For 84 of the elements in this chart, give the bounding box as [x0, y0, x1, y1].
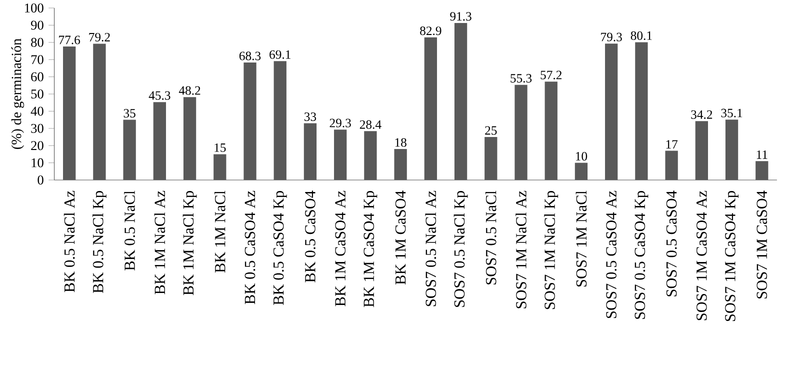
data-label: 91.3	[450, 12, 472, 21]
data-label: 15	[214, 143, 226, 152]
y-tick-label: 30	[31, 124, 44, 133]
data-label: 55.3	[510, 74, 532, 83]
data-label: 77.6	[59, 36, 80, 44]
bar	[725, 120, 738, 180]
data-label: 80.1	[630, 31, 652, 40]
y-axis-title: (%) de germinación	[11, 38, 24, 149]
data-label: 69.1	[270, 50, 290, 59]
x-tick-label: SOS7 0.5 NaCl	[485, 190, 496, 284]
data-label: 35.1	[721, 108, 742, 118]
bar	[454, 22, 468, 180]
y-tick-label: 60	[31, 72, 44, 82]
x-tick-label: BK 1M CaSO4 Az	[335, 190, 346, 306]
y-tick-label: 50	[31, 90, 44, 98]
y-tick-label: 10	[32, 158, 44, 168]
data-label: 35	[124, 109, 136, 118]
x-tick-label: SOS7 0.5 CaSO4	[666, 190, 677, 296]
data-label: 25	[485, 126, 497, 135]
data-label: 29.3	[330, 118, 351, 128]
data-label: 48.2	[178, 86, 200, 95]
bar	[364, 131, 377, 180]
y-tick-label: 100	[25, 4, 44, 12]
data-label: 79.2	[89, 32, 110, 42]
x-tick-label: SOS7 0.5 CaSO4 Kp	[634, 191, 648, 319]
y-tick-label: 40	[30, 106, 44, 116]
bar	[153, 102, 166, 180]
bar	[605, 44, 618, 180]
data-label: 28.4	[360, 120, 382, 129]
bar	[756, 161, 768, 180]
bar	[334, 130, 347, 180]
bar	[544, 82, 558, 180]
data-label: 33	[304, 112, 316, 121]
data-label: 11	[756, 150, 768, 159]
bar	[63, 46, 76, 180]
x-tick-label: SOS7 1M NaCl	[576, 190, 587, 287]
x-tick-label: BK 0.5 NaCl Az	[64, 190, 75, 292]
bar	[214, 154, 226, 180]
bar	[93, 44, 106, 180]
x-tick-label: SOS7 1M NaCl Az	[516, 190, 526, 308]
bar	[394, 149, 407, 180]
x-tick-label: BK 1M CaSO4	[395, 190, 406, 285]
data-label: 17	[666, 140, 678, 148]
data-label: 82.9	[420, 26, 442, 36]
x-tick-label: BK 0.5 NaCl Kp	[92, 191, 106, 294]
bar	[123, 120, 136, 180]
x-tick-label: BK 1M NaCl	[214, 190, 226, 273]
bar	[304, 123, 317, 180]
x-tick-label: BK 0.5 NaCl	[124, 190, 135, 270]
x-tick-label: BK 1M CaSO4 Kp	[364, 191, 378, 308]
data-label: 79.3	[601, 32, 622, 42]
y-tick-label: 20	[31, 141, 44, 150]
bar	[484, 137, 498, 180]
data-label: 18	[395, 138, 406, 147]
data-label: 57.2	[540, 70, 562, 80]
data-label: 10	[576, 152, 588, 161]
bar	[244, 62, 256, 180]
x-tick-label: BK 0.5 CaSO4 Kp	[273, 191, 287, 305]
bar	[424, 37, 437, 180]
x-tick-label: SOS7 0.5 NaCl Kp	[454, 191, 468, 307]
data-label: 45.3	[148, 91, 170, 100]
x-tick-label: SOS7 1M CaSO4 Kp	[725, 191, 738, 322]
bar	[635, 42, 648, 180]
bar	[274, 61, 286, 180]
x-tick-label: BK 1M NaCl Az	[154, 190, 166, 294]
x-tick-label: SOS7 1M NaCl Kp	[544, 191, 558, 310]
x-tick-label: SOS7 0.5 CaSO4 Az	[606, 190, 617, 318]
x-tick-label: BK 0.5 CaSO4 Az	[244, 190, 256, 304]
y-tick-label: 90	[30, 20, 44, 30]
y-tick-label: 0	[38, 176, 44, 184]
bar	[574, 162, 588, 180]
data-label: 68.3	[239, 52, 261, 60]
data-label: 34.2	[691, 110, 712, 119]
y-tick-label: 70	[31, 55, 44, 64]
x-tick-label: SOS7 1M CaSO4	[756, 190, 768, 298]
x-tick-label: SOS7 1M CaSO4 Az	[696, 190, 707, 320]
bar	[183, 97, 196, 180]
bar	[695, 121, 708, 180]
bar	[665, 150, 678, 180]
x-tick-label: BK 0.5 CaSO4	[305, 190, 316, 282]
bar	[514, 84, 528, 180]
x-tick-label: SOS7 0.5 NaCl Az	[425, 190, 436, 306]
x-tick-label: BK 1M NaCl Kp	[182, 191, 197, 296]
y-tick-label: 80	[31, 38, 44, 47]
